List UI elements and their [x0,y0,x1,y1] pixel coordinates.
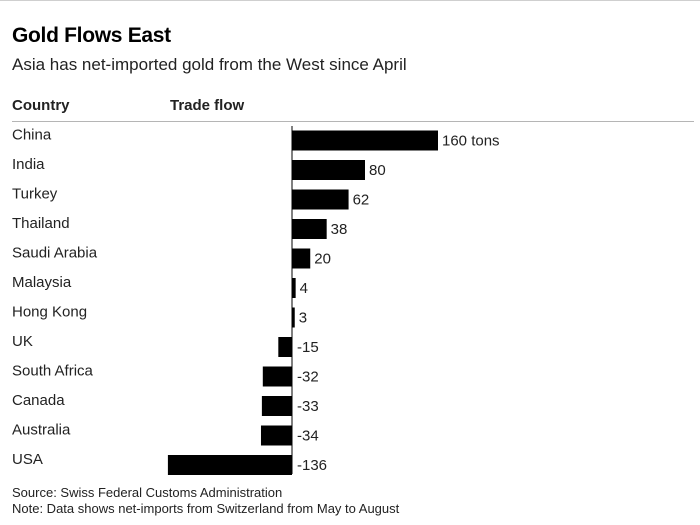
source-note: Source: Swiss Federal Customs Administra… [12,485,283,500]
category-label-saudi-arabia: Saudi Arabia [12,245,98,262]
header-rule [12,121,694,122]
value-label-turkey: 62 [353,192,370,209]
bar-chart: China 160 tons India 80 Turkey 62 Thailand 38 Sa… [12,126,500,475]
top-rule [0,0,700,1]
bar-china [292,130,438,151]
value-label-south-africa: -32 [297,369,319,386]
chart-subtitle: Asia has net-imported gold from the West… [12,55,407,74]
value-label-malaysia: 4 [300,280,308,297]
category-label-india: India [12,156,45,173]
column-header-trade-flow: Trade flow [170,97,245,114]
category-label-thailand: Thailand [12,215,70,232]
bar-south-africa [262,366,292,387]
value-label-china: 160 tons [442,133,500,150]
category-label-australia: Australia [12,422,71,439]
category-label-uk: UK [12,333,33,350]
category-label-hong-kong: Hong Kong [12,304,87,321]
footnote: Note: Data shows net-imports from Switze… [12,501,400,516]
value-label-thailand: 38 [331,221,348,238]
bar-india [292,160,365,180]
value-label-uk: -15 [297,339,319,356]
bar-malaysia [292,278,296,298]
bar-australia [260,425,292,446]
value-label-canada: -33 [297,398,319,415]
bar-thailand [292,219,327,239]
bar-canada [261,396,292,416]
value-label-saudi-arabia: 20 [314,251,331,268]
bar-usa [167,455,292,475]
category-label-usa: USA [12,451,43,468]
category-label-turkey: Turkey [12,186,58,203]
bar-turkey [292,189,349,210]
category-label-china: China [12,127,52,144]
chart-title: Gold Flows East [12,24,171,47]
bar-saudi-arabia [292,248,311,269]
category-label-canada: Canada [12,392,65,409]
category-label-south-africa: South Africa [12,363,94,380]
bar-hong-kong [292,307,295,328]
value-label-australia: -34 [297,428,319,445]
value-label-usa: -136 [297,457,327,474]
category-label-malaysia: Malaysia [12,274,72,291]
bar-uk [278,337,292,357]
value-label-hong-kong: 3 [299,310,307,327]
value-label-india: 80 [369,162,386,179]
column-header-country: Country [12,97,70,114]
